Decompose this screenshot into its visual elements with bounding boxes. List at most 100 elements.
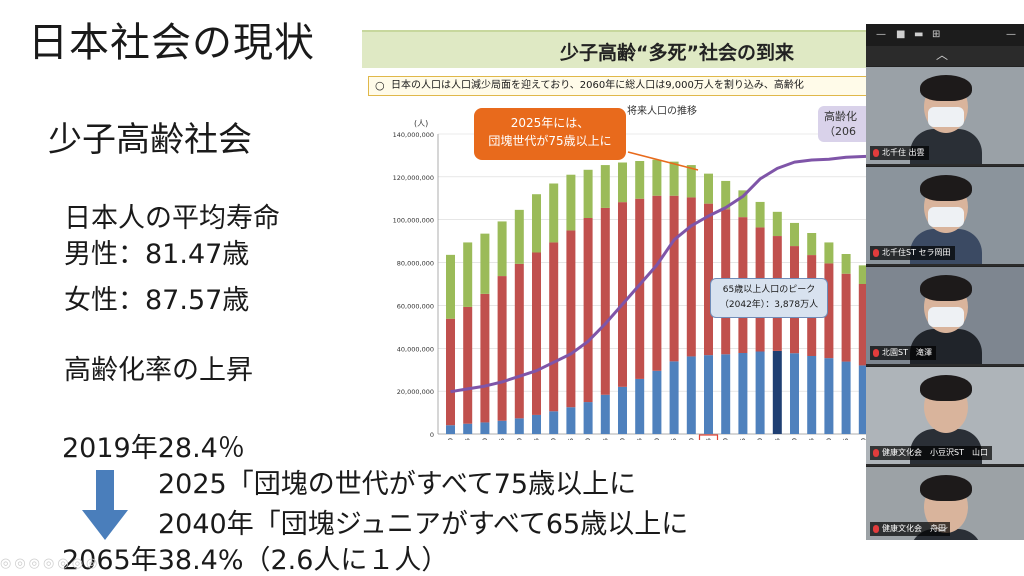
minimize-icon[interactable]: — xyxy=(876,29,886,40)
bar-under15-2020 xyxy=(686,165,696,198)
x-tick-label: 1970 xyxy=(515,438,523,440)
x-tick-label: 1975 xyxy=(533,438,541,440)
bar-elderly-2000 xyxy=(618,386,627,434)
life-expectancy-heading: 日本人の平均寿命 xyxy=(64,203,280,234)
bar-elderly-1955 xyxy=(463,423,473,434)
callout-peak: 65歳以上人口のピーク （2042年）：3,878万人 xyxy=(710,278,828,318)
scroll-up-icon[interactable]: ︿ xyxy=(936,48,949,62)
bar-working-2060 xyxy=(824,263,834,359)
y-tick-label: 20,000,000 xyxy=(397,388,434,396)
bar-under15-2035 xyxy=(738,190,748,218)
participant-name-text: 健康文化会 小豆沢ST 山口 xyxy=(882,448,988,457)
mic-muted-icon xyxy=(873,249,879,257)
bar-working-2010 xyxy=(652,195,662,371)
bar-working-2065 xyxy=(841,273,851,362)
bar-working-1965 xyxy=(497,276,507,421)
hide-video-icon[interactable]: ■ xyxy=(896,29,906,40)
highlight-2025-box xyxy=(698,434,719,440)
x-tick-label: 1985 xyxy=(567,438,575,440)
bar-elderly-2030 xyxy=(721,354,731,434)
bar-under15-2025 xyxy=(704,173,713,204)
x-tick-label: 2065 xyxy=(842,438,850,440)
y-tick-label: 60,000,000 xyxy=(397,302,434,310)
bar-under15-1965 xyxy=(497,221,507,277)
chart-panel: 少子高齢“多死”社会の到来 日本の人口は人口減少局面を迎えており、2060年に総… xyxy=(362,30,870,440)
bar-elderly-1985 xyxy=(566,407,576,434)
x-tick-label: 2000 xyxy=(619,438,627,440)
bar-elderly-2020 xyxy=(686,356,696,434)
participant-name: 北園ST 滝澤 xyxy=(870,346,936,360)
bar-working-1980 xyxy=(549,242,559,412)
participant-tile[interactable]: 健康文化会 小豆沢ST 山口 xyxy=(866,366,1024,464)
y-tick-label: 100,000,000 xyxy=(393,217,434,225)
bar-elderly-2025 xyxy=(704,355,713,434)
y-tick-label: 0 xyxy=(430,431,434,439)
x-tick-label: 2070 xyxy=(859,438,867,440)
bar-elderly-2045 xyxy=(772,350,782,434)
participant-name: 北千住 出雲 xyxy=(870,146,929,160)
x-tick-label: 2050 xyxy=(791,438,799,440)
callout-peak-line1: 65歳以上人口のピーク xyxy=(722,285,816,295)
bar-elderly-2015 xyxy=(669,361,679,434)
callout-2025-line1: 2025年には、 xyxy=(510,116,590,130)
participant-tile[interactable]: 健康文化会 舟田 xyxy=(866,466,1024,540)
x-tick-label: 1965 xyxy=(498,438,506,440)
chart-note: 日本の人口は人口減少局面を迎えており、2060年に総人口は9,000万人を割り込… xyxy=(368,76,870,96)
bar-working-2020 xyxy=(686,197,696,357)
bar-under15-2030 xyxy=(721,180,731,210)
y-tick-label: 140,000,000 xyxy=(393,131,434,139)
bar-under15-2010 xyxy=(652,159,662,196)
scroll-down-icon[interactable]: ﹀ xyxy=(936,526,949,540)
participant-name: 北千住ST セラ岡田 xyxy=(870,246,955,260)
participant-tile[interactable]: 北千住 出雲 xyxy=(866,66,1024,164)
rate-2019: 2019年28.4％ xyxy=(62,433,245,464)
speaker-view-icon[interactable]: ▬ xyxy=(914,29,924,40)
bar-elderly-1990 xyxy=(583,402,593,434)
chart-header: 少子高齢“多死”社会の到来 xyxy=(362,30,870,68)
bar-under15-2000 xyxy=(618,162,627,203)
close-icon[interactable]: — xyxy=(1006,29,1016,40)
y-tick-label: 80,000,000 xyxy=(397,260,434,268)
mic-muted-icon xyxy=(873,449,879,457)
y-tick-label: 120,000,000 xyxy=(393,174,434,182)
bar-elderly-1965 xyxy=(497,420,507,434)
bar-working-2005 xyxy=(635,198,645,379)
x-tick-label: 1990 xyxy=(584,438,592,440)
participant-tile[interactable]: 北千住ST セラ岡田 xyxy=(866,166,1024,264)
participant-tile[interactable]: 北園ST 滝澤 xyxy=(866,266,1024,364)
bar-working-1995 xyxy=(600,207,610,395)
x-tick-label: 2025 xyxy=(705,438,713,440)
bar-elderly-2005 xyxy=(635,378,645,434)
bar-under15-2005 xyxy=(635,161,645,199)
note-2025: 2025「団塊の世代がすべて75歳以上に xyxy=(158,469,637,500)
bar-working-1955 xyxy=(463,306,473,424)
x-tick-label: 1980 xyxy=(550,438,558,440)
bar-elderly-1980 xyxy=(549,411,559,434)
bar-under15-1955 xyxy=(463,242,473,307)
gallery-view-icon[interactable]: ⊞ xyxy=(932,29,941,40)
y-axis-label: (人) xyxy=(414,119,428,128)
bar-working-1970 xyxy=(514,263,524,419)
x-tick-label: 2015 xyxy=(670,438,678,440)
video-panel: — ■ ▬ ⊞ — ︿ 北千住 出雲北千住ST セラ岡田 北園ST 滝澤健康文化会… xyxy=(866,24,1024,540)
bar-elderly-2065 xyxy=(841,361,851,434)
face-mask xyxy=(928,207,964,227)
participant-name-text: 健康文化会 舟田 xyxy=(882,524,946,533)
x-tick-label: 2045 xyxy=(773,438,781,440)
face-mask xyxy=(928,107,964,127)
bar-working-1990 xyxy=(583,218,593,403)
x-tick-label: 2030 xyxy=(722,438,730,440)
bar-elderly-2055 xyxy=(807,356,817,434)
x-tick-label: 2005 xyxy=(636,438,644,440)
bar-working-2025 xyxy=(704,203,713,356)
participant-hair xyxy=(920,475,972,501)
slide-nav-icons[interactable]: ◎◎◎◎◎◎◎ xyxy=(0,556,101,571)
aging-rate-heading: 高齢化率の上昇 xyxy=(64,355,253,386)
bar-working-1985 xyxy=(566,230,576,408)
callout-peak-line2: （2042年）：3,878万人 xyxy=(719,300,819,310)
bar-working-2000 xyxy=(618,202,627,387)
bar-under15-1990 xyxy=(583,169,593,218)
x-tick-label: 1995 xyxy=(601,438,609,440)
bar-under15-1975 xyxy=(532,194,541,253)
callout-2025-line2: 団塊世代が75歳以上に xyxy=(488,134,612,148)
